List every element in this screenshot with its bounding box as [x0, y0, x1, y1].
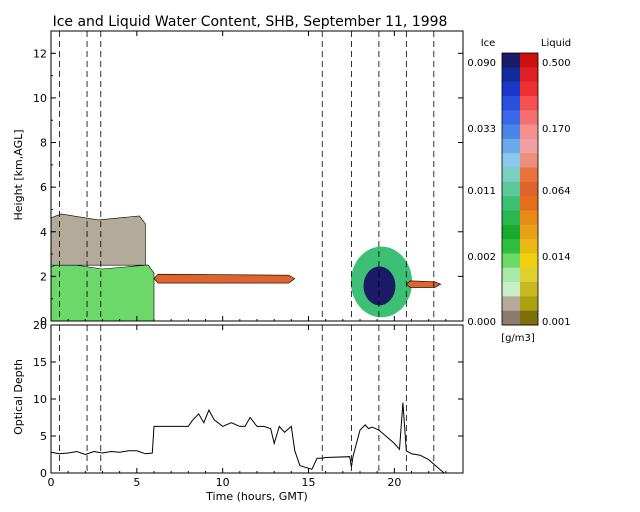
colorbar-liquid-swatch-11: [520, 210, 538, 226]
chart-title: Ice and Liquid Water Content, SHB, Septe…: [53, 14, 448, 30]
colorbar-ice-swatch-17: [502, 296, 520, 312]
colorbar-liquid-swatch-1: [520, 67, 538, 83]
colorbar-liquid-swatch-17: [520, 296, 538, 312]
colorbar-liquid-swatch-13: [520, 239, 538, 254]
plot-frame-bottom: [50, 324, 464, 474]
y-tick-label-top-6: 12: [33, 47, 47, 60]
colorbar-ice-swatch-12: [502, 224, 520, 240]
colorbar-liquid-swatch-0: [520, 53, 538, 68]
colorbar-liquid-swatch-15: [520, 267, 538, 283]
x-tick-label-2: 10: [216, 476, 230, 489]
region-0: [50, 262, 155, 322]
colorbar-ice-label-1: 0.033: [467, 124, 496, 135]
y-tick-label-top-0: 0: [40, 315, 47, 328]
colorbar-liquid-label-2: 0.064: [542, 186, 571, 197]
colorbar-ice-swatch-7: [502, 153, 520, 169]
y-tick-label-top-1: 2: [40, 270, 47, 283]
colorbar-liquid-swatch-14: [520, 253, 538, 269]
colorbar-ice-title: Ice: [481, 38, 496, 49]
colorbar-liquid-swatch-9: [520, 181, 538, 197]
colorbar-liquid-label-4: 0.001: [542, 317, 571, 328]
colorbar-ice-swatch-3: [502, 95, 520, 111]
colorbar-frame: [501, 52, 539, 326]
colorbar-liquid-swatch-3: [520, 95, 538, 111]
region-4: [405, 280, 442, 288]
optical-depth-plot: 0 5 10 15 20 0 5 10 15 20: [33, 319, 464, 489]
y-axis-label-optical-depth: Optical Depth: [12, 359, 25, 435]
colorbar-liquid-label-0: 0.500: [542, 58, 571, 69]
optical-depth-line: [50, 402, 445, 474]
colorbar-liquid-swatch-7: [520, 153, 538, 169]
colorbar-ice-swatch-16: [502, 282, 520, 297]
colorbar-ice-label-0: 0.090: [467, 58, 496, 69]
x-tick-label-1: 5: [133, 476, 140, 489]
y-tick-label-bottom-2: 10: [33, 393, 47, 406]
colorbar-ice-swatch-8: [502, 167, 520, 183]
y-tick-label-top-5: 10: [33, 92, 47, 105]
colorbar-liquid-swatch-2: [520, 81, 538, 97]
colorbar-ice-label-2: 0.011: [467, 186, 496, 197]
colorbar-liquid-label-3: 0.014: [542, 252, 571, 263]
colorbar-ice-swatch-1: [502, 67, 520, 83]
x-axis-label: Time (hours, GMT): [205, 490, 308, 503]
region-3: [363, 266, 396, 306]
region-1: [50, 213, 146, 266]
y-tick-label-top-4: 8: [40, 137, 47, 150]
y-tick-label-bottom-4: 20: [33, 319, 47, 332]
colorbar-ice-swatch-4: [502, 110, 520, 126]
colorbar-ice-swatch-11: [502, 210, 520, 226]
colorbar-liquid-swatch-12: [520, 224, 538, 240]
colorbar-ice-swatch-5: [502, 124, 520, 140]
region-2: [153, 273, 296, 284]
colorbar-ice-swatch-14: [502, 253, 520, 269]
colorbar-ice-swatch-15: [502, 267, 520, 283]
colorbar-liquid-swatch-8: [520, 167, 538, 183]
colorbar-ice-label-4: 0.000: [467, 317, 496, 328]
colorbar-ice-swatch-9: [502, 181, 520, 197]
y-tick-label-bottom-1: 5: [40, 430, 47, 443]
y-axis-label-height: Height [km,AGL]: [12, 129, 25, 220]
water-content-plot: 0 2 4 6 8 10 12: [33, 30, 464, 328]
y-tick-label-bottom-3: 15: [33, 356, 47, 369]
x-tick-label-0: 0: [48, 476, 55, 489]
colorbar-ice-label-3: 0.002: [467, 252, 496, 263]
colorbar-ice-swatch-10: [502, 196, 520, 211]
colorbar-ice-swatch-18: [502, 310, 520, 326]
colorbar-ice-swatch-2: [502, 81, 520, 97]
x-tick-label-3: 15: [302, 476, 316, 489]
colorbar-liquid-swatch-5: [520, 124, 538, 140]
colorbar-ice-swatch-6: [502, 138, 520, 154]
colorbar-liquid-swatch-16: [520, 282, 538, 297]
colorbar-ice-swatch-0: [502, 53, 520, 68]
y-tick-label-top-2: 4: [40, 226, 47, 239]
colorbar: 0.090 0.033 0.011 0.002 0.000 0.500 0.170 0.064…: [467, 52, 571, 328]
colorbar-liquid-swatch-10: [520, 196, 538, 211]
colorbar-units: [g/m3]: [501, 333, 535, 344]
colorbar-liquid-swatch-6: [520, 138, 538, 154]
colorbar-liquid-label-1: 0.170: [542, 124, 571, 135]
colorbar-liquid-swatch-18: [520, 310, 538, 326]
y-tick-label-top-3: 6: [40, 181, 47, 194]
colorbar-liquid-swatch-4: [520, 110, 538, 126]
colorbar-liquid-title: Liquid: [541, 38, 571, 49]
x-tick-label-4: 20: [387, 476, 401, 489]
colorbar-ice-swatch-13: [502, 239, 520, 254]
y-tick-label-bottom-0: 0: [40, 467, 47, 480]
